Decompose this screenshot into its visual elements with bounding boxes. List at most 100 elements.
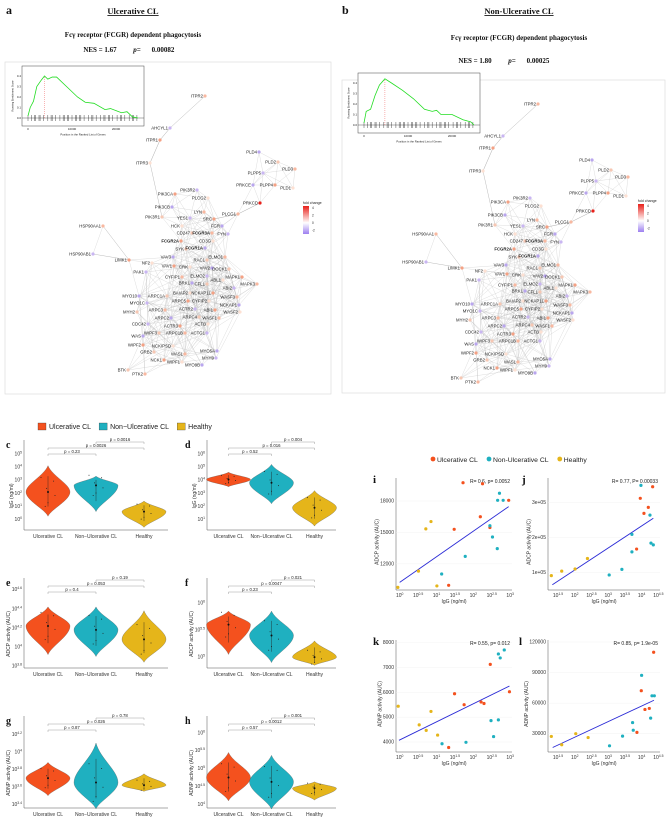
- x-tick-label: 102: [571, 754, 579, 761]
- data-point: [149, 505, 151, 507]
- network-edge: [570, 192, 587, 223]
- network-edge: [522, 225, 546, 242]
- y-tick-label: 104.4: [12, 605, 22, 612]
- data-point: [452, 527, 456, 531]
- network-edge: [174, 189, 198, 195]
- network-edge: [475, 333, 514, 345]
- x-tick-label: Ulcerative CL: [213, 812, 243, 818]
- y-tick-label: 104: [15, 464, 23, 471]
- significance-bracket: [95, 717, 145, 720]
- network-edge: [274, 168, 296, 186]
- network-edge: [238, 283, 258, 306]
- violin-plot-d: d 101 102 103 104 105 106 IgG (ng/ml) Ulcerative…: [185, 437, 337, 540]
- network-edge: [198, 311, 241, 318]
- network-edge: [504, 197, 531, 216]
- network-edge: [484, 256, 520, 272]
- network-node-wasf1: [550, 324, 554, 328]
- network-node-fgr: [220, 224, 224, 228]
- network-edge: [211, 267, 220, 319]
- gsea-xtick: 0: [27, 127, 29, 131]
- network-edge: [191, 225, 223, 234]
- data-point: [269, 631, 271, 633]
- gene-label: ACTB: [528, 330, 540, 335]
- network-edge: [170, 292, 214, 319]
- network-edge: [206, 259, 235, 289]
- data-point: [307, 782, 308, 784]
- network-edge: [214, 309, 218, 352]
- data-point: [44, 505, 46, 507]
- network-edge: [537, 255, 547, 302]
- network-edge: [566, 295, 574, 321]
- network-edge: [524, 290, 571, 306]
- network-edge: [201, 350, 218, 366]
- network-edge: [145, 271, 168, 297]
- network-node-arpc1b: [516, 339, 520, 343]
- gene-label: BTK: [451, 376, 459, 381]
- network-node-nck1: [162, 358, 166, 362]
- network-edge: [471, 303, 505, 327]
- panel-letter-l: l: [519, 636, 522, 648]
- network-edge: [539, 308, 543, 342]
- network-edge: [211, 232, 226, 258]
- significance-bracket: [47, 585, 145, 588]
- data-point: [652, 694, 656, 698]
- network-edge: [92, 253, 130, 261]
- data-point: [226, 621, 228, 623]
- network-node-cyfip1: [180, 275, 184, 279]
- median-point: [313, 787, 316, 790]
- network-edge: [539, 291, 568, 297]
- network-edge: [497, 273, 508, 319]
- network-node-brk1: [190, 281, 194, 285]
- network-edge: [478, 274, 524, 281]
- data-point: [102, 632, 104, 634]
- network-edge: [539, 291, 543, 310]
- network-edge: [522, 225, 556, 235]
- network-edge: [496, 358, 551, 369]
- gene-label: VAV3: [494, 263, 505, 268]
- network-edge: [497, 290, 526, 319]
- network-node-fcgr3a: [543, 239, 547, 243]
- network-edge: [252, 184, 261, 204]
- network-node-cfl1: [538, 290, 542, 294]
- network-edge: [549, 325, 553, 360]
- x-tick-label: 102: [571, 592, 579, 599]
- gene-label: ARPC1B: [499, 339, 516, 344]
- network-edge: [204, 247, 214, 294]
- fold-change-tick: 2: [647, 212, 649, 216]
- gsea-ytick: 0.0: [17, 116, 22, 120]
- data-point: [276, 769, 278, 771]
- network-edge: [460, 331, 482, 379]
- network-node-cd3g: [544, 247, 548, 251]
- p-value-label: p = 0.001: [284, 713, 303, 718]
- y-axis-title: ADCP activity (AUC): [375, 519, 381, 565]
- network-edge: [482, 147, 494, 172]
- data-point: [396, 704, 400, 708]
- gene-label: ITPR2: [524, 102, 537, 107]
- data-point: [647, 706, 651, 711]
- network-node-myh2: [468, 318, 472, 322]
- network-edge: [471, 284, 516, 305]
- network-edge: [585, 159, 593, 194]
- gene-label: ACTR3: [497, 332, 512, 337]
- data-point: [54, 495, 56, 497]
- network-edge: [206, 259, 224, 281]
- network-node-dock1: [560, 275, 564, 279]
- network-edge: [534, 325, 553, 374]
- network-edge: [595, 169, 612, 182]
- y-tick-label: 105.5: [195, 627, 205, 634]
- y-tick-label: 60000: [532, 701, 546, 707]
- p-value-label: p = 0.57: [242, 725, 258, 730]
- gene-label: WAS: [131, 334, 141, 339]
- network-edge: [189, 275, 208, 294]
- gene-label: CFL1: [527, 290, 538, 295]
- data-point: [44, 787, 46, 789]
- network-edge: [151, 248, 187, 264]
- gene-label: PLD2: [598, 168, 609, 173]
- network-edge: [425, 233, 437, 263]
- fold-change-tick: 4: [312, 206, 314, 210]
- network-edge: [204, 247, 226, 258]
- network-edge: [259, 184, 276, 204]
- data-point: [631, 728, 635, 732]
- y-tick-label: 2e+05: [532, 535, 546, 541]
- gene-label: FYN: [550, 240, 559, 245]
